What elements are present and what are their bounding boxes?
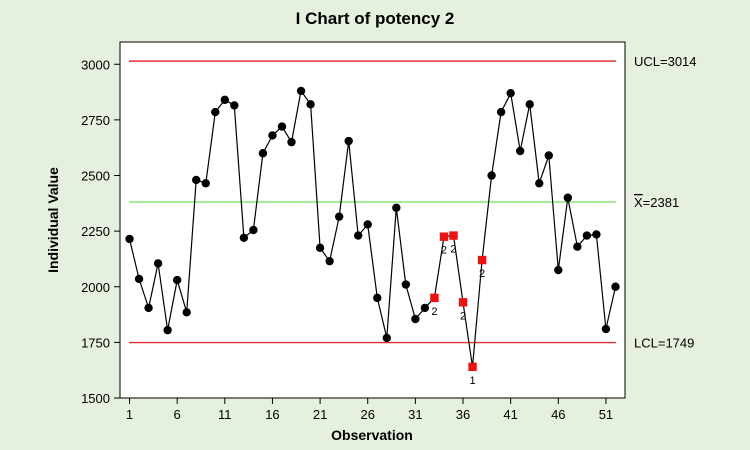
flagged-point [449, 231, 458, 240]
flag-label: 2 [431, 306, 437, 318]
x-tick-label: 1 [126, 407, 133, 422]
y-tick-label: 2250 [81, 224, 110, 239]
flagged-point [468, 362, 477, 372]
data-point [515, 146, 525, 156]
series-potency [125, 86, 620, 367]
x-axis-title: Observation [331, 427, 413, 443]
data-point [592, 230, 601, 239]
data-point [411, 314, 420, 324]
data-point [249, 225, 258, 235]
x-tick-label: 36 [456, 407, 470, 422]
data-point [287, 137, 296, 147]
x-tick-label: 21 [313, 407, 327, 422]
data-point [401, 280, 411, 289]
flagged-point [477, 255, 487, 265]
x-tick-label: 51 [599, 407, 613, 422]
data-point [392, 203, 401, 212]
data-point [354, 231, 363, 240]
data-point [506, 88, 515, 98]
data-point [125, 234, 134, 244]
data-point [306, 100, 315, 109]
data-point [153, 259, 163, 268]
flag-label: 1 [469, 375, 475, 387]
flagged-point [458, 298, 468, 307]
data-point [344, 136, 353, 146]
x-tick-label: 31 [408, 407, 422, 422]
data-point [315, 243, 325, 253]
data-point [220, 95, 230, 105]
flagged-point [430, 293, 439, 303]
data-point [573, 242, 582, 251]
ref-label-mean: X=2381 [634, 195, 679, 210]
ref-label-ucl: UCL=3014 [634, 54, 697, 69]
data-point [554, 265, 563, 275]
reference-lines: UCL=3014 X=2381 LCL=1749 [129, 54, 697, 351]
data-point [230, 101, 239, 110]
y-tick-label: 1750 [81, 335, 110, 350]
data-point [144, 303, 153, 313]
data-point [163, 325, 172, 335]
data-point [334, 212, 344, 221]
flagged-point [439, 232, 449, 241]
data-point [544, 151, 553, 160]
flag-label: 2 [441, 245, 447, 257]
data-point [134, 274, 144, 284]
y-axis-title: Individual Value [45, 167, 61, 273]
data-point [373, 293, 382, 303]
data-point [420, 303, 430, 313]
flag-label: 2 [479, 268, 485, 280]
plot-area [119, 41, 626, 399]
x-tick-label: 41 [503, 407, 517, 422]
data-point [172, 275, 182, 285]
x-tick-label: 46 [551, 407, 565, 422]
x-tick-label: 16 [265, 407, 279, 422]
x-tick-label: 26 [361, 407, 375, 422]
data-point [525, 100, 534, 109]
x-tick-label: 11 [218, 407, 232, 422]
data-point [601, 324, 611, 334]
y-tick-label: 2000 [81, 280, 110, 295]
data-point [268, 131, 277, 140]
data-point [496, 107, 506, 117]
data-point [382, 333, 391, 343]
data-point [201, 179, 210, 188]
y-tick-label: 2750 [81, 113, 110, 128]
data-point [277, 122, 287, 131]
x-tick-label: 6 [174, 407, 181, 422]
ref-label-lcl: LCL=1749 [634, 336, 694, 351]
data-point [258, 149, 268, 158]
data-point [182, 308, 191, 317]
y-tick-label: 2500 [81, 169, 110, 184]
data-point [582, 231, 592, 240]
data-point [563, 193, 573, 202]
chart-title: I Chart of potency 2 [296, 9, 455, 28]
data-point [296, 86, 306, 96]
series-line [128, 89, 617, 367]
data-point [363, 220, 372, 229]
x-axis: 1 6 11 16 21 26 31 36 41 46 51 [126, 398, 613, 422]
flag-label: 2 [450, 244, 456, 256]
y-axis: 1500 1750 2000 2250 2500 2750 3000 [81, 57, 120, 406]
data-point [192, 175, 201, 185]
data-point [611, 282, 620, 291]
data-point [239, 233, 249, 242]
y-tick-label: 3000 [81, 57, 110, 72]
data-point [211, 107, 220, 117]
data-point [535, 179, 544, 188]
flag-label: 2 [460, 310, 466, 322]
data-point [487, 171, 496, 180]
y-tick-label: 1500 [81, 391, 110, 406]
data-point [325, 256, 334, 266]
